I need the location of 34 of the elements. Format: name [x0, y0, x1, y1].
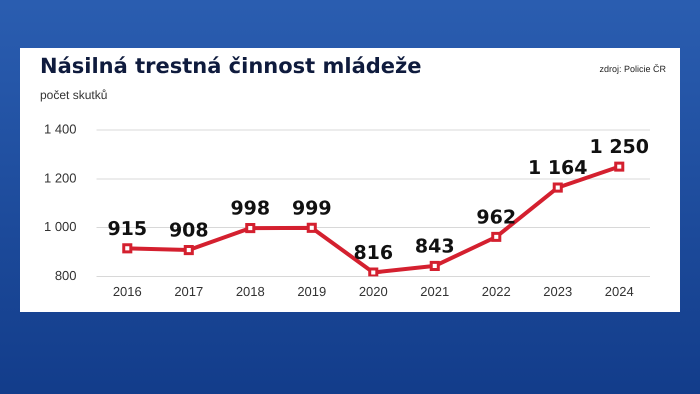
point: [614, 162, 624, 172]
x-tick-label: 2019: [297, 284, 326, 299]
data-label: 998: [230, 198, 270, 220]
y-tick-label: 1 400: [44, 122, 77, 137]
point: [306, 222, 317, 233]
point: [491, 232, 502, 242]
chart-title: Násilná trestná činnost mládeže: [40, 54, 422, 78]
x-tick-label: 2016: [112, 284, 142, 299]
data-label: 915: [107, 218, 148, 240]
data-label: 962: [476, 206, 516, 228]
x-tick-label: 2023: [543, 284, 572, 299]
data-label: 1 250: [590, 136, 649, 158]
x-tick-label: 2018: [236, 284, 265, 299]
y-tick-label: 800: [54, 268, 77, 283]
point: [184, 245, 194, 256]
x-tick-label: 2017: [174, 284, 204, 299]
x-tick-label: 2020: [358, 284, 388, 299]
data-label: 1 164: [528, 157, 588, 180]
point: [122, 243, 132, 254]
y-axis-title: počet skutků: [40, 88, 108, 102]
point: [552, 182, 563, 193]
x-tick-label: 2022: [482, 284, 511, 299]
y-tick-label: 1 000: [44, 219, 77, 234]
data-label: 999: [292, 197, 332, 220]
data-label: 908: [168, 219, 209, 242]
point: [430, 260, 440, 271]
x-tick-label: 2024: [604, 284, 634, 299]
text: zdroj: Policie ČR: [599, 64, 666, 74]
data-label: 843: [414, 235, 455, 258]
point: [368, 267, 378, 276]
x-tick-label: 2021: [420, 284, 450, 299]
data-label: 816: [353, 242, 394, 264]
point: [245, 223, 256, 234]
y-tick-label: 1 200: [44, 170, 77, 186]
